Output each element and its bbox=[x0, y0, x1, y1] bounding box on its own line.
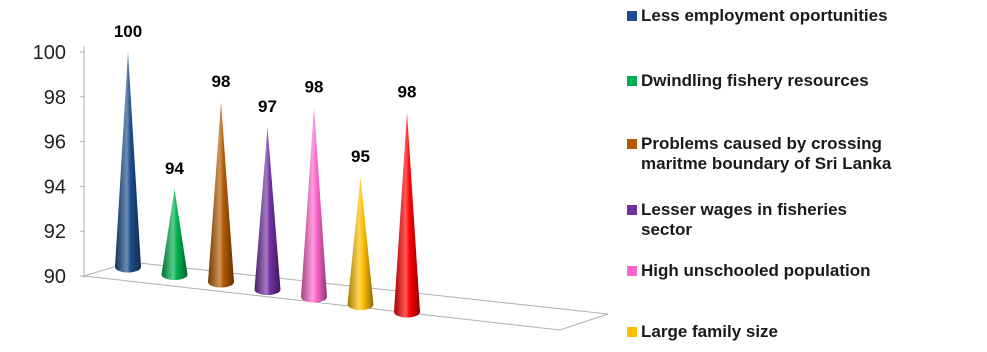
legend-swatch bbox=[627, 327, 637, 337]
legend-item: Less employment oportunities bbox=[627, 6, 982, 26]
legend-item: Lesser wages in fisheries sector bbox=[627, 200, 982, 240]
cone-bar bbox=[115, 52, 141, 273]
legend-label: Lesser wages in fisheries sector bbox=[641, 200, 847, 240]
cone-bar bbox=[394, 113, 420, 318]
legend-swatch bbox=[627, 139, 637, 149]
data-label: 97 bbox=[258, 97, 277, 116]
y-tick-label: 94 bbox=[44, 176, 66, 198]
cone-bar bbox=[162, 189, 188, 280]
legend-item: Problems caused by crossing maritme boun… bbox=[627, 134, 982, 174]
cone-bar bbox=[301, 107, 327, 302]
cone-body bbox=[115, 52, 141, 273]
cone-body bbox=[394, 113, 420, 318]
y-tick-label: 96 bbox=[44, 132, 66, 154]
legend-swatch bbox=[627, 205, 637, 215]
cone-body bbox=[348, 177, 374, 310]
legend-label: High unschooled population bbox=[641, 261, 870, 281]
legend-swatch bbox=[627, 76, 637, 86]
cone-body bbox=[301, 107, 327, 302]
legend-label: Large family size bbox=[641, 322, 778, 342]
data-label: 94 bbox=[165, 159, 184, 178]
cone-bar bbox=[208, 102, 234, 287]
data-label: 95 bbox=[351, 147, 370, 166]
y-tick-label: 98 bbox=[44, 87, 66, 109]
cone-bar bbox=[348, 177, 374, 310]
y-tick-label: 100 bbox=[33, 42, 66, 64]
data-label: 98 bbox=[305, 77, 324, 96]
legend-item: Large family size bbox=[627, 322, 982, 342]
y-tick-label: 92 bbox=[44, 221, 66, 243]
legend-swatch bbox=[627, 11, 637, 21]
cone-body bbox=[162, 189, 188, 280]
legend-label: Dwindling fishery resources bbox=[641, 71, 869, 91]
legend-swatch bbox=[627, 266, 637, 276]
data-label: 100 bbox=[114, 22, 142, 41]
legend-label: Problems caused by crossing maritme boun… bbox=[641, 134, 891, 174]
legend-item: High unschooled population bbox=[627, 261, 982, 281]
data-label: 98 bbox=[398, 83, 417, 102]
legend-item: Dwindling fishery resources bbox=[627, 71, 982, 91]
legend-label: Less employment oportunities bbox=[641, 6, 888, 26]
y-tick-label: 90 bbox=[44, 266, 66, 288]
chart-plot: 90 92 94 96 98 100 100 94 98 97 98 95 98 bbox=[0, 0, 627, 352]
data-label: 98 bbox=[212, 72, 231, 91]
cone-bar bbox=[255, 127, 281, 295]
cone-body bbox=[208, 102, 234, 287]
cone-body bbox=[255, 127, 281, 295]
